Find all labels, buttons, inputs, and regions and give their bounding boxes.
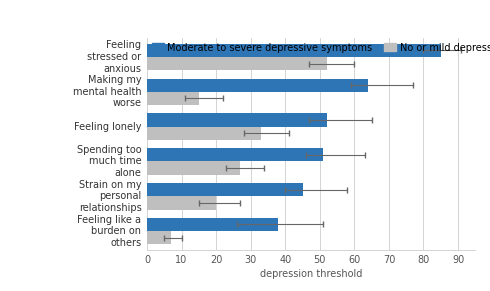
Bar [147,79,368,92]
Bar [147,183,302,196]
Bar [147,218,278,231]
Bar [147,148,323,162]
Bar [147,127,261,140]
Bar [147,196,216,210]
Bar [147,92,199,105]
Bar [147,44,441,57]
Bar [147,162,240,175]
Bar [147,113,327,127]
Legend: Moderate to severe depressive symptoms, No or mild depressive symptoms: Moderate to severe depressive symptoms, … [152,43,490,53]
Bar [147,231,171,244]
Bar [147,57,327,70]
X-axis label: depression threshold: depression threshold [260,269,362,279]
